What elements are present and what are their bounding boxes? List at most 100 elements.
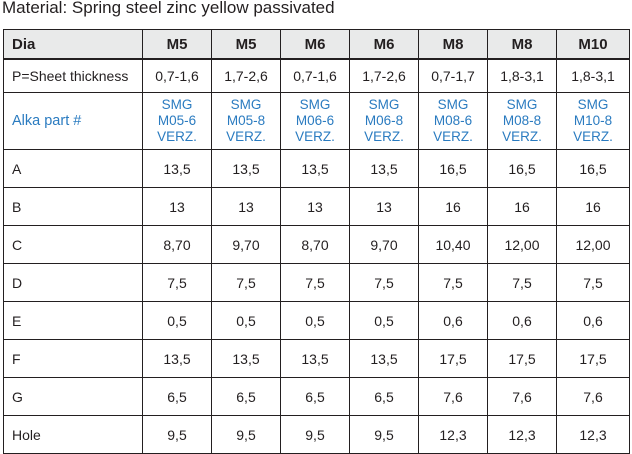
table-cell: 0,6: [556, 301, 630, 340]
table-cell: 7,5: [211, 263, 281, 302]
table-cell: 13: [349, 187, 419, 226]
part-line: SMG: [506, 97, 538, 112]
table-cell: 13,5: [280, 339, 350, 378]
row-label: Alka part #: [3, 92, 143, 150]
table-cell: 13,5: [142, 339, 212, 378]
table-cell: 7,5: [280, 263, 350, 302]
table-cell: 16: [418, 187, 488, 226]
column-header: M5: [142, 29, 212, 60]
table-cell: 7,5: [556, 263, 630, 302]
part-line: M08-8: [502, 113, 542, 128]
table-cell: 0,5: [142, 301, 212, 340]
table-cell: 13: [280, 187, 350, 226]
part-line: SMG: [368, 97, 400, 112]
table-cell: 7,5: [418, 263, 488, 302]
part-line: M06-8: [364, 113, 404, 128]
table-row: E 0,5 0,5 0,5 0,5 0,6 0,6 0,6: [3, 301, 630, 340]
row-label: P=Sheet thickness: [3, 58, 143, 93]
table-cell: 6,5: [349, 377, 419, 416]
column-header: M5: [211, 29, 281, 60]
table-cell: 13,5: [349, 339, 419, 378]
part-line: M05-8: [226, 113, 266, 128]
part-line: VERZ.: [226, 129, 266, 144]
table-cell: 7,6: [418, 377, 488, 416]
table-cell: 1,7-2,6: [349, 58, 419, 93]
row-label: C: [3, 225, 143, 264]
table-cell: 16: [487, 187, 557, 226]
table-cell: 13,5: [142, 149, 212, 188]
table-cell: 7,5: [487, 263, 557, 302]
header-label: Dia: [3, 29, 143, 60]
table-cell: 12,00: [487, 225, 557, 264]
table-cell: 0,6: [487, 301, 557, 340]
part-line: SMG: [437, 97, 469, 112]
row-label: Hole: [3, 415, 143, 454]
table-cell: 0,5: [349, 301, 419, 340]
part-line: M05-6: [157, 113, 197, 128]
part-line: SMG: [230, 97, 262, 112]
table-row: G 6,5 6,5 6,5 6,5 7,6 7,6 7,6: [3, 377, 630, 416]
table-cell: 0,7-1,6: [142, 58, 212, 93]
table-cell: 9,70: [349, 225, 419, 264]
part-number-cell: SMG M08-8 VERZ.: [487, 92, 557, 150]
table-cell: 13,5: [280, 149, 350, 188]
row-label: E: [3, 301, 143, 340]
part-line: VERZ.: [295, 129, 335, 144]
table-cell: 13: [142, 187, 212, 226]
part-line: VERZ.: [364, 129, 404, 144]
table-cell: 12,3: [487, 415, 557, 454]
table-cell: 9,70: [211, 225, 281, 264]
part-number-cell: SMG M06-6 VERZ.: [280, 92, 350, 150]
table-cell: 10,40: [418, 225, 488, 264]
table-cell: 9,5: [142, 415, 212, 454]
table-cell: 12,3: [556, 415, 630, 454]
table-cell: 0,7-1,7: [418, 58, 488, 93]
material-caption: Material: Spring steel zinc yellow passi…: [2, 0, 335, 17]
part-number-row: Alka part # SMG M05-6 VERZ. SMG M05-8 VERZ. …: [3, 92, 630, 150]
part-line: SMG: [161, 97, 193, 112]
table-cell: 7,5: [142, 263, 212, 302]
column-header: M6: [349, 29, 419, 60]
table-cell: 7,6: [556, 377, 630, 416]
table-cell: 16,5: [556, 149, 630, 188]
table-cell: 6,5: [280, 377, 350, 416]
table-cell: 8,70: [142, 225, 212, 264]
table-cell: 16,5: [418, 149, 488, 188]
table-row: A 13,5 13,5 13,5 13,5 16,5 16,5 16,5: [3, 149, 630, 188]
column-header: M6: [280, 29, 350, 60]
table-cell: 16,5: [487, 149, 557, 188]
table-row: Hole 9,5 9,5 9,5 9,5 12,3 12,3 12,3: [3, 415, 630, 454]
table-cell: 1,7-2,6: [211, 58, 281, 93]
table-cell: 13: [211, 187, 281, 226]
row-label: B: [3, 187, 143, 226]
table-cell: 9,5: [280, 415, 350, 454]
column-header: M8: [418, 29, 488, 60]
table-cell: 1,8-3,1: [556, 58, 630, 93]
part-line: VERZ.: [157, 129, 197, 144]
table-cell: 7,5: [349, 263, 419, 302]
part-number-cell: SMG M06-8 VERZ.: [349, 92, 419, 150]
table-row: F 13,5 13,5 13,5 13,5 17,5 17,5 17,5: [3, 339, 630, 378]
row-label: G: [3, 377, 143, 416]
table-cell: 17,5: [487, 339, 557, 378]
table-cell: 17,5: [556, 339, 630, 378]
table-row: B 13 13 13 13 16 16 16: [3, 187, 630, 226]
part-line: VERZ.: [433, 129, 473, 144]
table-cell: 1,8-3,1: [487, 58, 557, 93]
table-cell: 0,5: [280, 301, 350, 340]
part-number-cell: SMG M08-6 VERZ.: [418, 92, 488, 150]
part-line: VERZ.: [502, 129, 542, 144]
table-row: C 8,70 9,70 8,70 9,70 10,40 12,00 12,00: [3, 225, 630, 264]
part-line: M06-6: [295, 113, 335, 128]
table-cell: 16: [556, 187, 630, 226]
part-number-cell: SMG M10-8 VERZ.: [556, 92, 630, 150]
table-cell: 9,5: [349, 415, 419, 454]
sheet-thickness-row: P=Sheet thickness 0,7-1,6 1,7-2,6 0,7-1,…: [3, 58, 630, 93]
table-cell: 12,3: [418, 415, 488, 454]
table-cell: 13,5: [349, 149, 419, 188]
part-line: M08-6: [433, 113, 473, 128]
row-label: D: [3, 263, 143, 302]
table-cell: 6,5: [211, 377, 281, 416]
table-cell: 17,5: [418, 339, 488, 378]
spec-table: Dia M5 M5 M6 M6 M8 M8 M10 P=Sheet thickn…: [3, 29, 630, 454]
